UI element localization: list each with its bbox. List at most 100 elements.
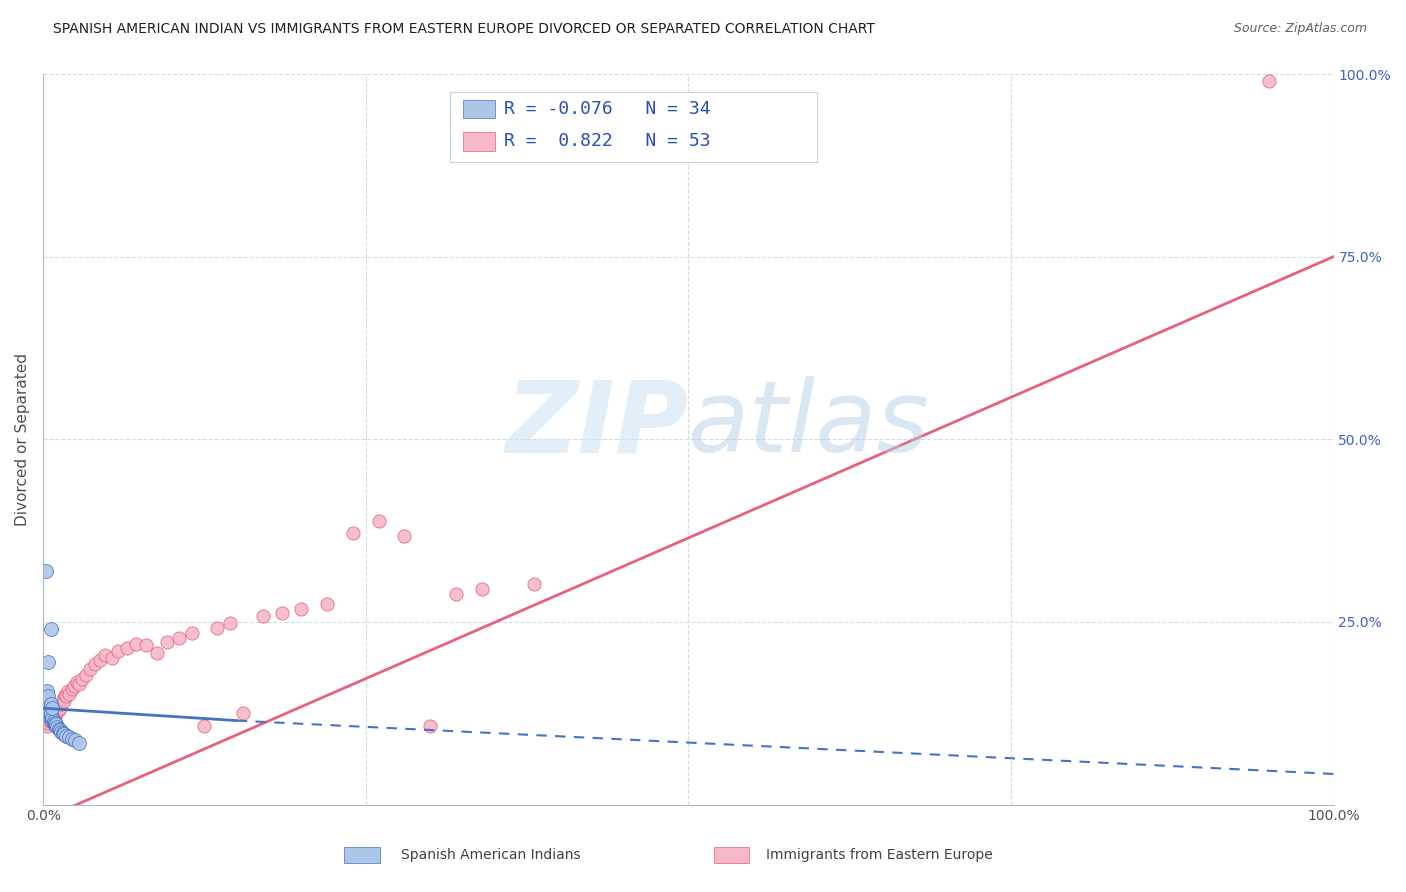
Point [115,640,138,655]
Point [75,667,97,681]
Point [41,714,63,728]
Point [35,564,58,578]
Point [193,719,215,733]
Point [38,710,60,724]
Point [89,653,111,667]
Point [42,714,65,728]
Point [42,708,65,723]
Point [167,631,190,645]
Point [522,577,544,591]
Point [135,638,157,652]
Point [39,706,62,721]
Point [37,715,59,730]
Point [41,701,63,715]
Point [39,711,62,725]
Point [290,602,312,616]
Point [156,635,179,649]
Point [56,684,79,698]
Point [60,731,83,746]
Point [41,711,63,725]
Point [367,514,389,528]
Point [48,722,70,736]
Point [37,703,59,717]
Text: atlas: atlas [689,376,929,474]
Point [219,616,242,631]
Point [63,679,86,693]
Point [444,587,467,601]
Text: R =  0.822   N = 53: R = 0.822 N = 53 [503,133,710,151]
Point [58,731,80,745]
Point [79,663,101,677]
Text: Spanish American Indians: Spanish American Indians [401,847,581,862]
Point [37,706,59,721]
Point [35,703,58,717]
Point [35,719,58,733]
Point [49,723,72,737]
Point [37,655,59,669]
Point [38,704,60,718]
Point [45,717,67,731]
Point [51,724,73,739]
Point [67,735,90,749]
Point [60,682,83,697]
Point [45,706,67,721]
Text: SPANISH AMERICAN INDIAN VS IMMIGRANTS FROM EASTERN EUROPE DIVORCED OR SEPARATED : SPANISH AMERICAN INDIAN VS IMMIGRANTS FR… [53,22,876,37]
Point [42,715,65,730]
Point [39,708,62,723]
Point [66,674,89,689]
Point [46,704,69,718]
Point [394,529,416,543]
Point [46,720,69,734]
Point [37,690,59,704]
Point [145,646,167,660]
Text: Immigrants from Eastern Europe: Immigrants from Eastern Europe [766,847,993,862]
Point [39,711,62,725]
Bar [463,133,495,151]
Point [107,644,129,658]
Point [51,697,73,711]
Point [207,621,229,635]
Point [52,727,75,741]
FancyBboxPatch shape [450,92,817,161]
Point [39,697,62,711]
Point [316,597,339,611]
Point [83,657,105,672]
Point [44,715,66,730]
Text: ZIP: ZIP [505,376,689,474]
Point [49,701,72,715]
Point [41,711,63,725]
Point [271,606,294,620]
Point [70,672,93,686]
Text: R = -0.076   N = 34: R = -0.076 N = 34 [503,100,710,118]
Point [471,582,494,596]
Point [232,706,254,721]
Point [53,688,76,702]
Text: Source: ZipAtlas.com: Source: ZipAtlas.com [1233,22,1367,36]
Point [58,687,80,701]
Point [55,729,77,743]
Point [55,690,77,704]
Point [38,706,60,721]
Point [94,648,117,662]
Point [38,714,60,728]
Point [48,703,70,717]
Point [180,626,202,640]
Point [44,710,66,724]
Point [35,684,58,698]
Point [44,717,66,731]
Point [51,691,73,706]
Point [35,691,58,706]
Point [252,609,274,624]
Point [419,719,441,733]
Point [45,719,67,733]
Point [39,622,62,636]
Point [52,694,75,708]
Point [125,637,148,651]
Point [35,695,58,709]
Point [342,525,364,540]
Bar [463,100,495,118]
Point [67,677,90,691]
Point [65,733,87,747]
Point [1258,74,1281,88]
Y-axis label: Divorced or Separated: Divorced or Separated [15,353,30,525]
